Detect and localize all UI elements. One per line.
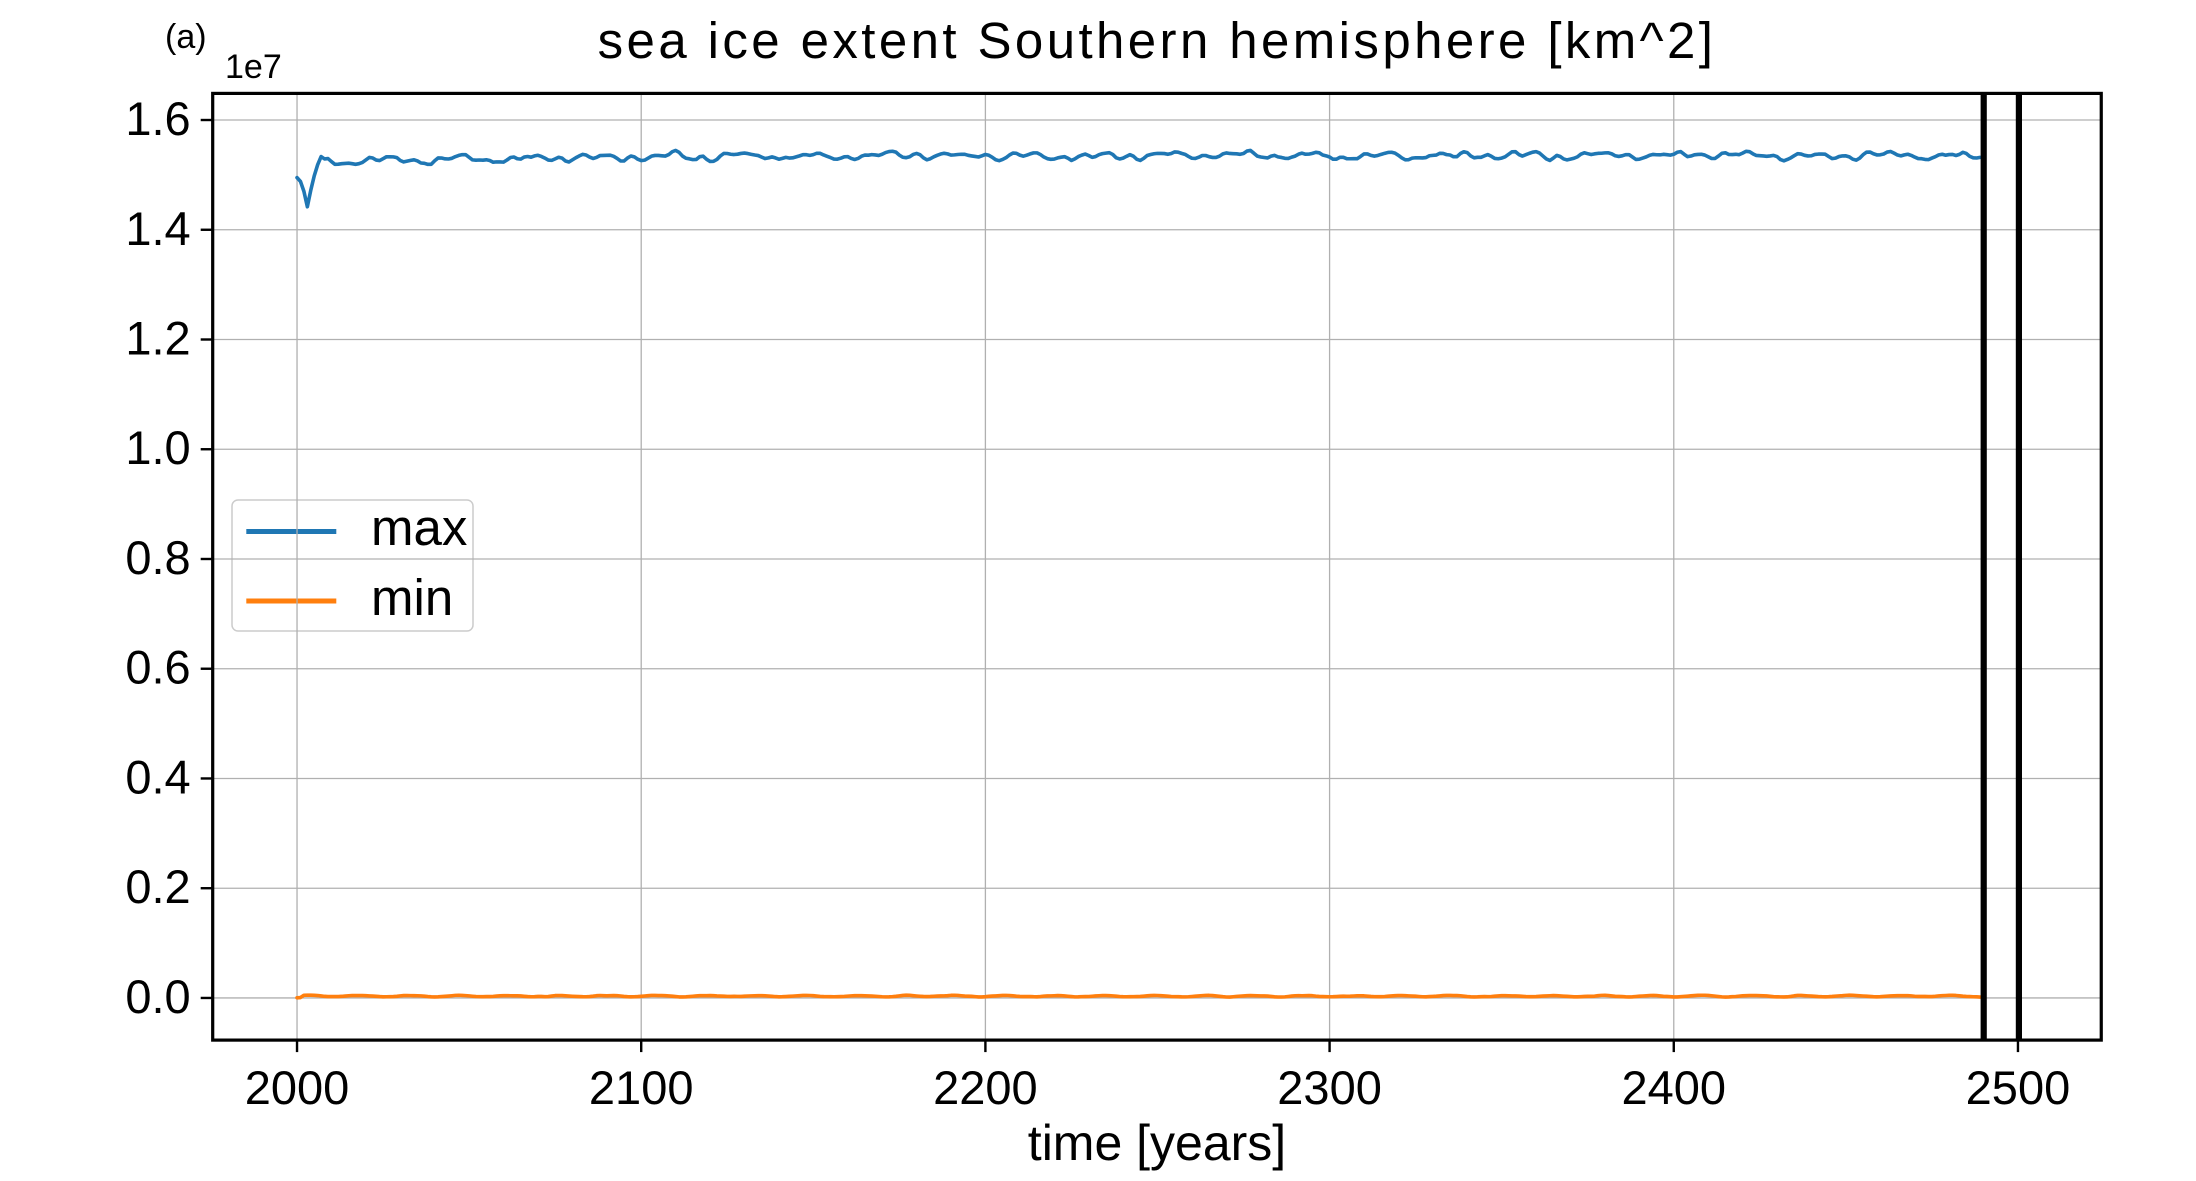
svg-text:2400: 2400 [1621, 1061, 1726, 1114]
svg-text:time [years]: time [years] [1028, 1115, 1286, 1171]
svg-text:min: min [371, 569, 453, 626]
svg-text:2300: 2300 [1277, 1061, 1382, 1114]
svg-text:1.6: 1.6 [125, 92, 190, 145]
svg-text:1.2: 1.2 [125, 312, 190, 365]
svg-text:0.8: 0.8 [125, 531, 190, 584]
svg-text:2500: 2500 [1966, 1061, 2071, 1114]
svg-text:0.4: 0.4 [125, 750, 190, 803]
svg-text:2000: 2000 [245, 1061, 350, 1114]
svg-text:2200: 2200 [933, 1061, 1038, 1114]
svg-text:sea ice extent Southern hemisp: sea ice extent Southern hemisphere [km^2… [598, 12, 1717, 69]
svg-text:1.4: 1.4 [125, 202, 190, 255]
svg-text:1.0: 1.0 [125, 421, 190, 474]
svg-text:1e7: 1e7 [225, 48, 282, 86]
svg-text:0.6: 0.6 [125, 641, 190, 694]
svg-text:(a): (a) [165, 18, 207, 56]
svg-text:max: max [371, 499, 467, 556]
svg-text:2100: 2100 [589, 1061, 694, 1114]
svg-text:0.2: 0.2 [125, 860, 190, 913]
svg-text:0.0: 0.0 [125, 970, 190, 1023]
